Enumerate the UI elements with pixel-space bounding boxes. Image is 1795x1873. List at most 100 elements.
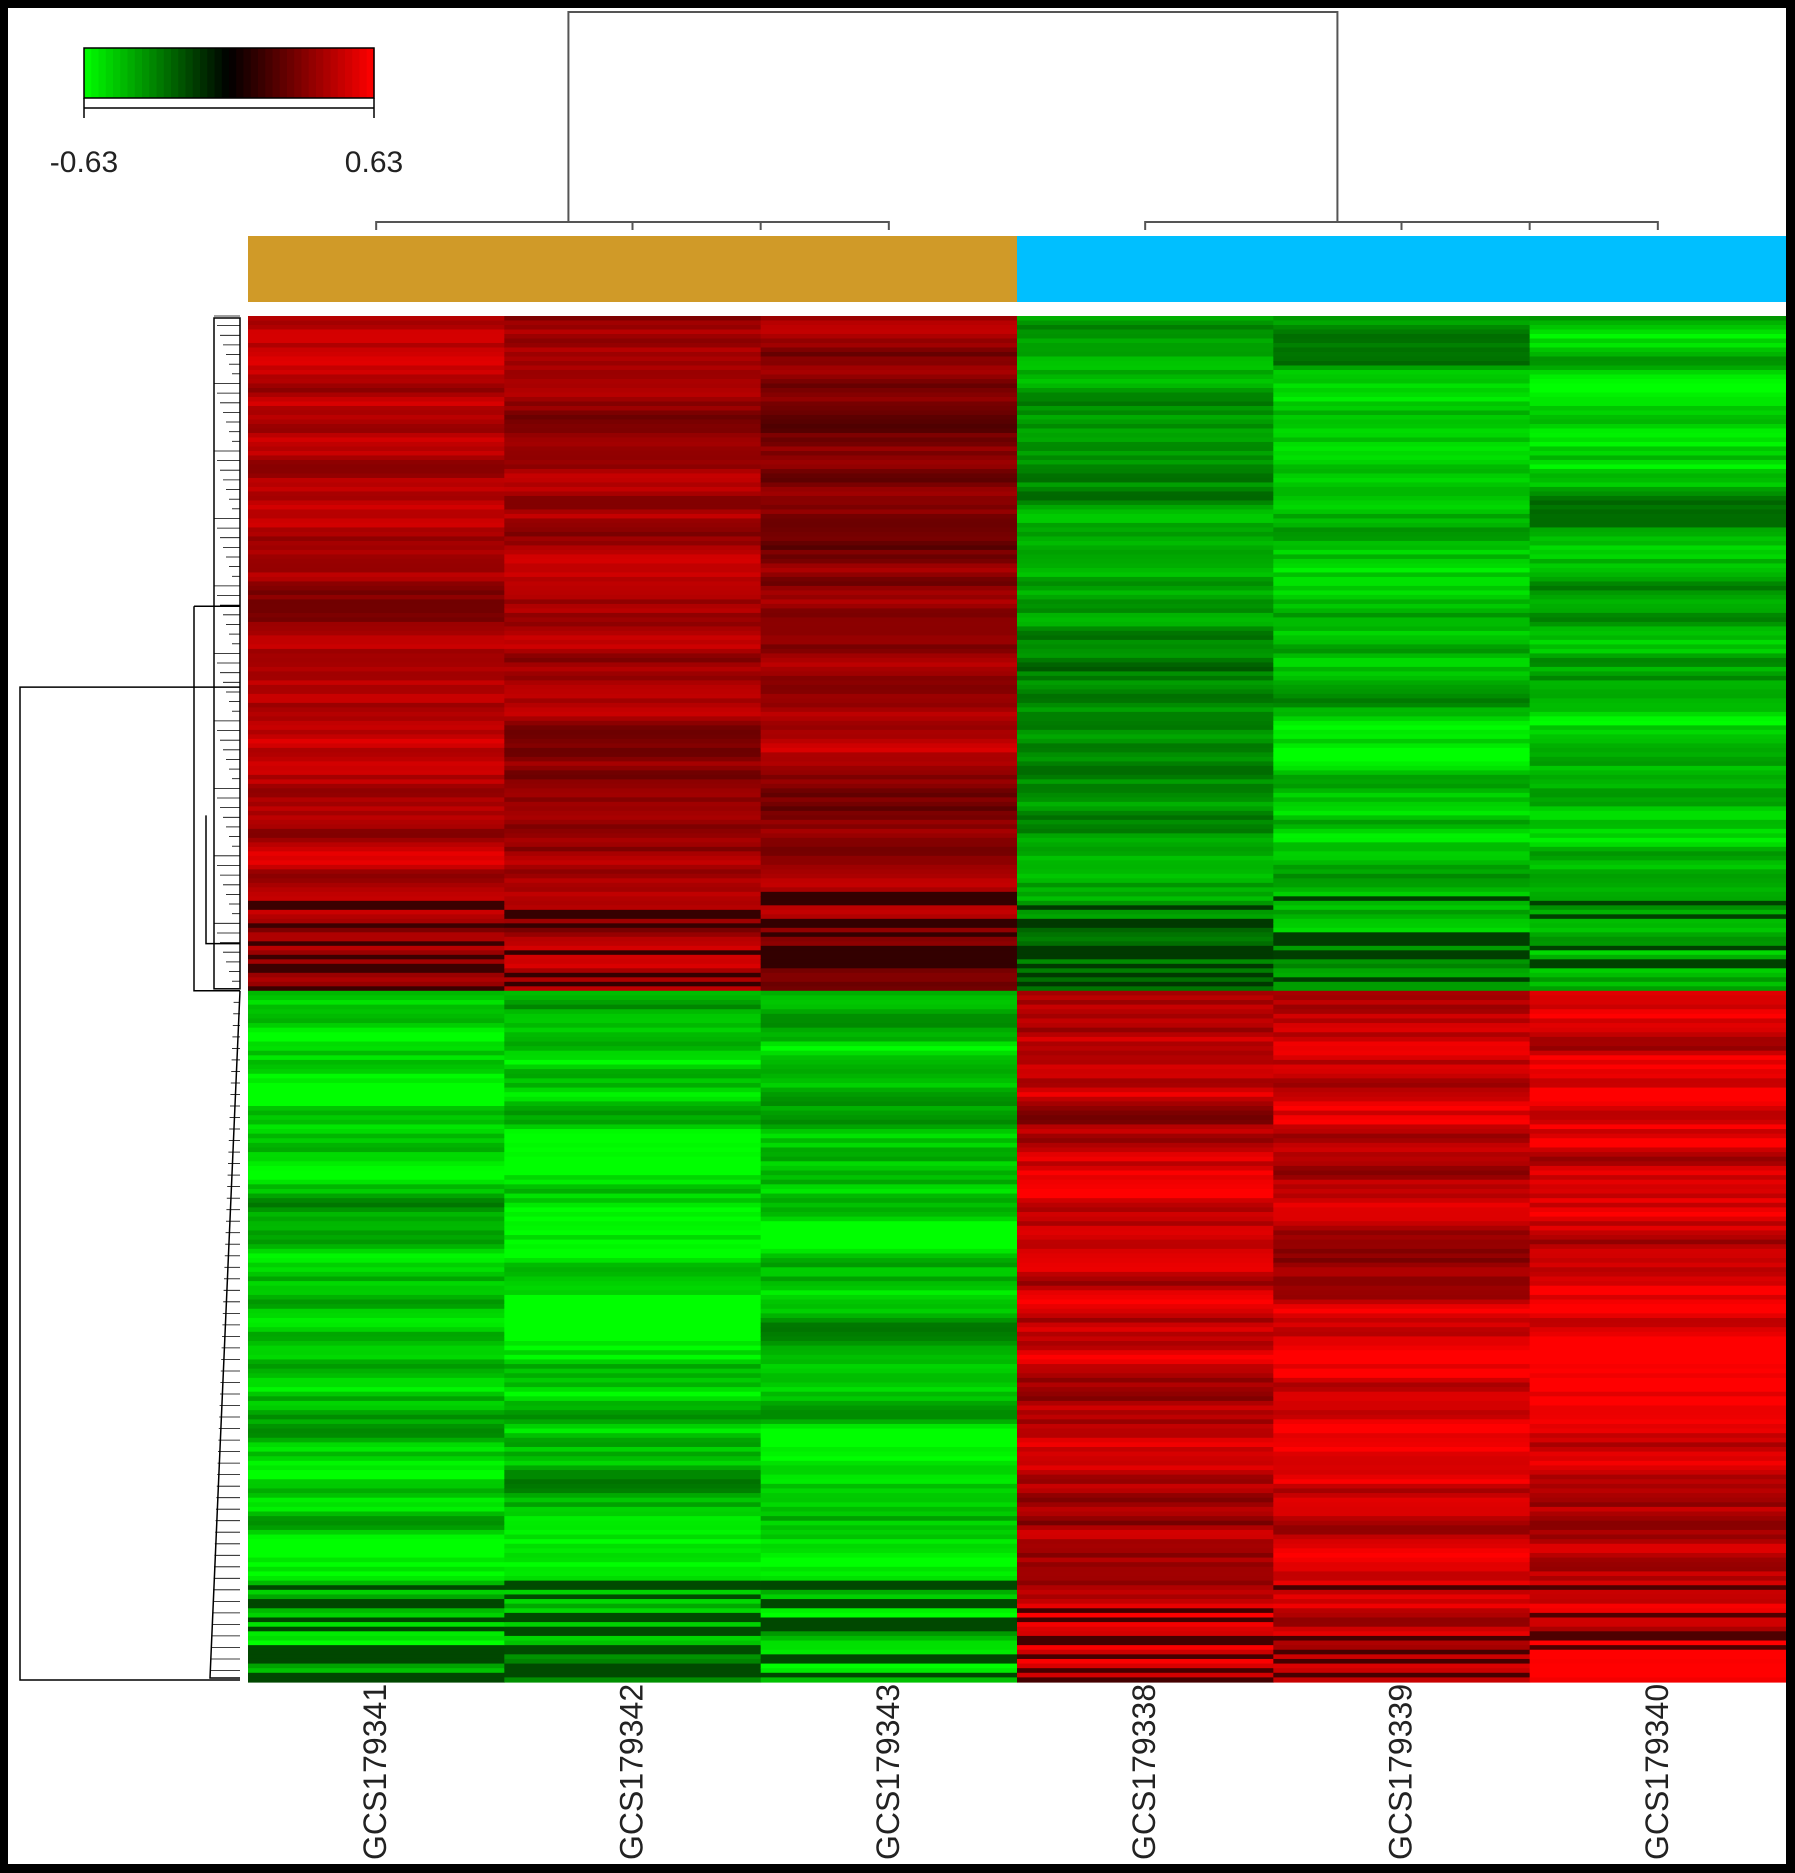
- heatmap-cell: [1273, 1612, 1531, 1619]
- heatmap-cell: [1273, 797, 1531, 803]
- heatmap-cell: [248, 1285, 505, 1291]
- heatmap-cell: [1273, 1271, 1531, 1278]
- heatmap-cell: [1529, 990, 1786, 997]
- heatmap-cell: [760, 1433, 1018, 1439]
- heatmap-cell: [760, 1313, 1018, 1319]
- heatmap-cell: [1017, 1589, 1274, 1596]
- heatmap-cell: [1273, 1585, 1531, 1591]
- heatmap-cell: [1529, 747, 1786, 753]
- heatmap-cell: [248, 1571, 505, 1577]
- heatmap-cells: [248, 316, 1786, 1683]
- heatmap-cell: [248, 1576, 505, 1582]
- heatmap-cell: [1017, 1336, 1274, 1342]
- heatmap-cell: [248, 1225, 505, 1232]
- heatmap-cell: [1273, 1239, 1531, 1245]
- heatmap-cell: [1273, 1631, 1531, 1637]
- heatmap-cell: [504, 1456, 762, 1462]
- heatmap-cell: [248, 446, 505, 452]
- heatmap-cell: [760, 1525, 1018, 1531]
- heatmap-cell: [1529, 437, 1786, 443]
- heatmap-cell: [1017, 1027, 1274, 1033]
- heatmap-cell: [760, 333, 1018, 340]
- heatmap-cell: [248, 500, 505, 506]
- heatmap-cell: [760, 797, 1018, 803]
- heatmap-cell: [1273, 1548, 1531, 1554]
- heatmap-cell: [1017, 1239, 1274, 1245]
- heatmap-cell: [504, 500, 762, 506]
- heatmap-cell: [1273, 486, 1531, 493]
- heatmap-cell: [1529, 1276, 1786, 1282]
- heatmap-cell: [1017, 1410, 1274, 1416]
- heatmap-cell: [1529, 603, 1786, 610]
- heatmap-cell: [760, 522, 1018, 529]
- heatmap-cell: [504, 662, 762, 668]
- color-key-min-label: -0.63: [50, 146, 118, 179]
- heatmap-cell: [760, 914, 1018, 920]
- heatmap-cell: [248, 752, 505, 758]
- heatmap-cell: [760, 316, 1018, 322]
- heatmap-cell: [760, 1456, 1018, 1462]
- heatmap-cell: [1017, 1322, 1274, 1328]
- heatmap-cell: [1017, 761, 1274, 767]
- heatmap-cell: [760, 1502, 1018, 1508]
- heatmap-cell: [504, 927, 762, 933]
- heatmap-cell: [1529, 509, 1786, 515]
- heatmap-cell: [760, 1170, 1018, 1176]
- heatmap-cell: [248, 1626, 505, 1632]
- heatmap-cell: [1017, 945, 1274, 951]
- heatmap-cell: [760, 891, 1018, 897]
- heatmap-cell: [1017, 365, 1274, 371]
- heatmap-cell: [1529, 869, 1786, 875]
- heatmap-cell: [1529, 333, 1786, 340]
- heatmap-cell: [1017, 815, 1274, 821]
- heatmap-cell: [1017, 1511, 1274, 1517]
- heatmap-cell: [248, 1281, 505, 1287]
- heatmap-cell: [1273, 554, 1531, 560]
- heatmap-cell: [1017, 1230, 1274, 1236]
- heatmap-cell: [1017, 1221, 1274, 1227]
- heatmap-cell: [504, 1603, 762, 1609]
- heatmap-cell: [504, 689, 762, 695]
- heatmap-cell: [504, 1023, 762, 1029]
- heatmap-cell: [1273, 666, 1531, 672]
- heatmap-cell: [1273, 1391, 1531, 1397]
- heatmap-cell: [760, 1562, 1018, 1568]
- color-key-step: [120, 48, 129, 98]
- heatmap-cell: [760, 1156, 1018, 1162]
- heatmap-cell: [248, 626, 505, 632]
- heatmap-cell: [504, 1124, 762, 1130]
- heatmap-cell: [1273, 423, 1531, 430]
- heatmap-cell: [248, 1557, 505, 1563]
- heatmap-cell: [1017, 1258, 1274, 1264]
- heatmap-cell: [1017, 837, 1274, 843]
- heatmap-cell: [1529, 698, 1786, 704]
- heatmap-cell: [248, 990, 505, 997]
- heatmap-cell: [504, 545, 762, 551]
- heatmap-cell: [504, 1027, 762, 1033]
- heatmap-cell: [504, 338, 762, 344]
- heatmap-cell: [1529, 531, 1786, 538]
- heatmap-cell: [1273, 698, 1531, 704]
- heatmap-cell: [1017, 986, 1274, 992]
- heatmap-cell: [1017, 1308, 1274, 1314]
- heatmap-cell: [760, 1649, 1018, 1655]
- heatmap-cell: [1017, 1304, 1274, 1310]
- heatmap-cell: [1529, 1013, 1786, 1020]
- heatmap-cell: [760, 572, 1018, 578]
- heatmap-cell: [504, 1096, 762, 1102]
- heatmap-cell: [248, 1433, 505, 1439]
- heatmap-cell: [504, 1649, 762, 1655]
- heatmap-cell: [248, 900, 505, 906]
- heatmap-cell: [248, 396, 505, 403]
- heatmap-cell: [1273, 545, 1531, 551]
- heatmap-cell: [1273, 1299, 1531, 1305]
- heatmap-cell: [1273, 1248, 1531, 1255]
- heatmap-cell: [760, 1096, 1018, 1102]
- heatmap-cell: [760, 414, 1018, 421]
- heatmap-cell: [248, 657, 505, 663]
- heatmap-cell: [1017, 1073, 1274, 1079]
- heatmap-cell: [1273, 1580, 1531, 1586]
- heatmap-cell: [1529, 1423, 1786, 1430]
- heatmap-cell: [248, 1078, 505, 1084]
- heatmap-cell: [248, 689, 505, 695]
